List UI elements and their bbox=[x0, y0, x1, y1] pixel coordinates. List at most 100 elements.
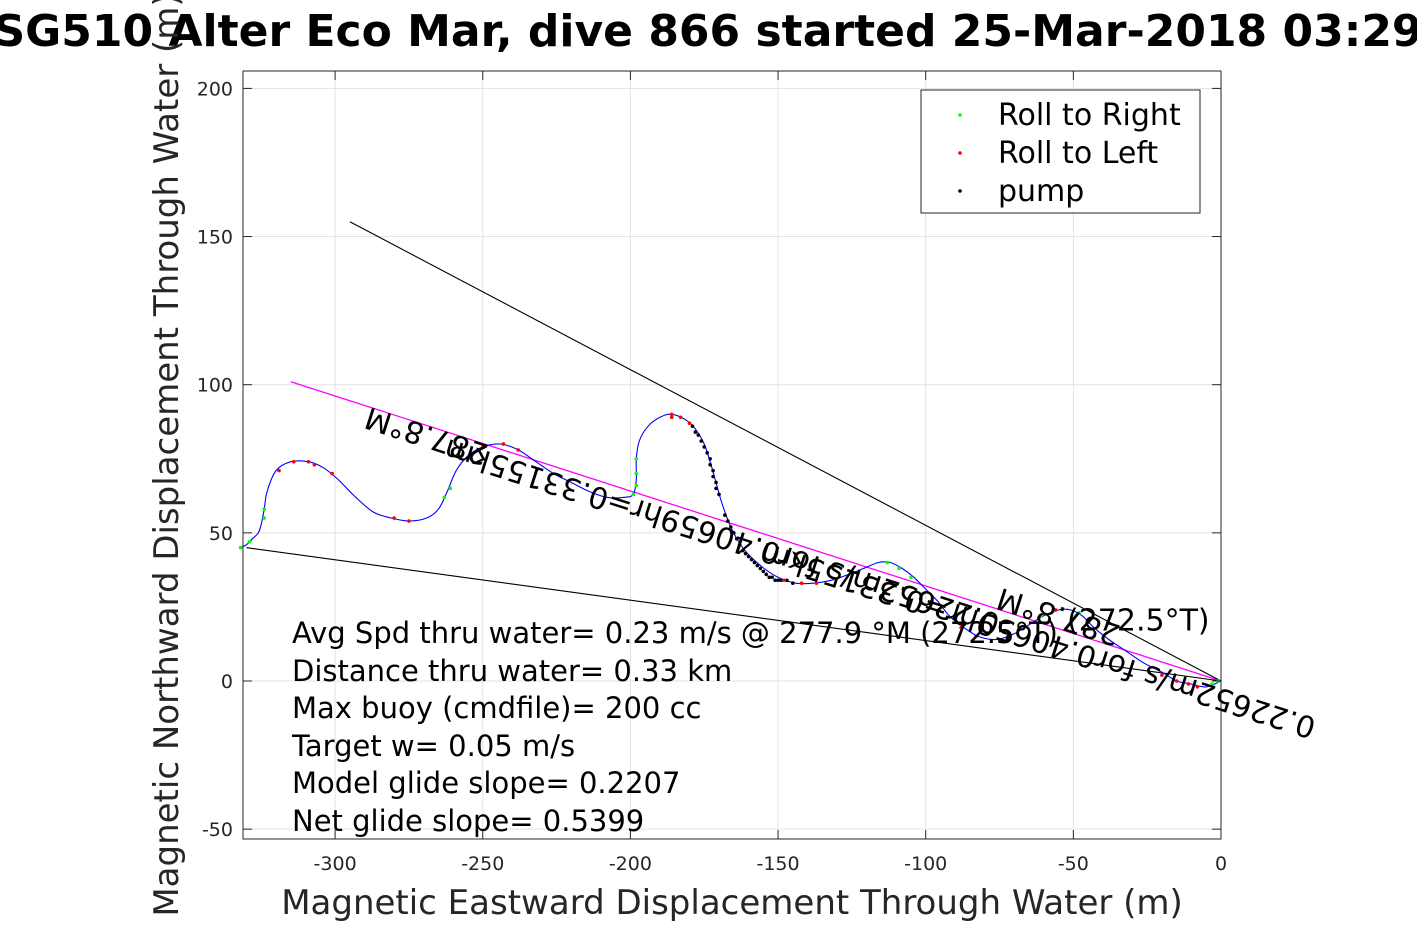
pump-point bbox=[708, 456, 712, 461]
pump-point bbox=[785, 578, 789, 583]
roll-left-point bbox=[501, 442, 506, 446]
roll-right-point bbox=[909, 575, 913, 580]
pump-point bbox=[791, 581, 795, 586]
pump-point bbox=[746, 554, 751, 559]
pump-point bbox=[696, 433, 701, 437]
pump-point bbox=[705, 451, 709, 455]
roll-right-point bbox=[262, 507, 267, 511]
legend-label-pump: pump bbox=[998, 174, 1084, 209]
stat-model-glide-slope: Model glide slope= 0.2207 bbox=[292, 766, 680, 800]
roll-right-point bbox=[631, 492, 636, 497]
pump-point bbox=[764, 572, 769, 577]
pump-point bbox=[731, 531, 736, 535]
y-tick-label: 200 bbox=[197, 78, 233, 100]
y-tick-label: 50 bbox=[209, 523, 233, 545]
roll-right-point bbox=[634, 483, 639, 488]
pump-point bbox=[714, 480, 718, 485]
stat-max-buoy: Max buoy (cmdfile)= 200 cc bbox=[292, 691, 701, 725]
roll-right-point bbox=[247, 539, 252, 544]
roll-right-point bbox=[442, 495, 447, 500]
pump-point bbox=[761, 569, 766, 574]
pump-point bbox=[740, 548, 745, 553]
pump-point bbox=[773, 578, 777, 583]
pump-point bbox=[752, 560, 757, 565]
stat-target-w: Target w= 0.05 m/s bbox=[291, 729, 575, 763]
axis-ticks: -300 -250 -200 -150 -100 -50 0 -50 0 50 100 150 200 bbox=[197, 71, 1227, 875]
roll-left-point bbox=[312, 462, 317, 467]
pump-point bbox=[734, 536, 739, 541]
stat-net-glide-slope: Net glide slope= 0.5399 bbox=[292, 804, 644, 838]
pump-point bbox=[702, 445, 707, 449]
roll-right-point bbox=[1039, 614, 1043, 618]
pump-point bbox=[717, 492, 721, 497]
pump-point bbox=[779, 578, 783, 583]
x-tick-label: -150 bbox=[756, 853, 799, 875]
chart-title: SG510 Alter Eco Mar, dive 866 started 25… bbox=[0, 6, 1417, 57]
roll-left-point bbox=[516, 448, 520, 452]
roll-left-point bbox=[782, 578, 786, 583]
roll-left-point bbox=[1174, 679, 1179, 683]
roll-left-point bbox=[1160, 673, 1164, 677]
roll-right-point bbox=[1210, 682, 1214, 686]
legend-marker-roll-left bbox=[958, 151, 962, 155]
roll-right-point bbox=[1077, 611, 1082, 615]
roll-right-point bbox=[885, 560, 890, 565]
pump-point bbox=[767, 575, 771, 580]
y-tick-label: -50 bbox=[202, 819, 233, 841]
pump-point bbox=[729, 525, 733, 529]
legend-marker-roll-right bbox=[958, 113, 962, 117]
y-axis-label: Magnetic Northward Displacement Through … bbox=[147, 0, 187, 917]
dive-stats: Avg Spd thru water= 0.23 m/s @ 277.9 °M … bbox=[291, 616, 1058, 838]
pump-point bbox=[714, 486, 718, 491]
course-line-magenta bbox=[290, 381, 1222, 682]
x-axis-label: Magnetic Eastward Displacement Through W… bbox=[281, 883, 1183, 923]
pump-point bbox=[726, 519, 730, 523]
roll-left-point bbox=[1053, 608, 1058, 612]
roll-left-point bbox=[480, 445, 485, 449]
roll-left-point bbox=[669, 412, 674, 417]
legend-label-roll-right: Roll to Right bbox=[998, 98, 1181, 133]
y-tick-label: 100 bbox=[197, 375, 233, 397]
pump-point bbox=[723, 513, 727, 517]
roll-right-point bbox=[897, 566, 901, 571]
pump-point bbox=[690, 424, 695, 428]
x-tick-label: 0 bbox=[1215, 853, 1227, 875]
roll-left-point bbox=[330, 471, 334, 476]
axes-frame bbox=[242, 70, 1222, 840]
pump-point bbox=[699, 439, 704, 443]
roll-left-point bbox=[799, 581, 804, 586]
stat-avg-speed: Avg Spd thru water= 0.23 m/s @ 277.9 °M … bbox=[292, 616, 1058, 650]
roll-right-point bbox=[634, 471, 639, 476]
roll-left-point bbox=[407, 519, 411, 523]
roll-left-point bbox=[392, 516, 396, 520]
roll-right-point bbox=[262, 516, 267, 520]
roll-left-point bbox=[959, 625, 963, 630]
x-tick-label: -250 bbox=[461, 853, 504, 875]
roll-left-point bbox=[678, 415, 683, 420]
dive-track bbox=[240, 413, 1222, 688]
x-tick-label: -100 bbox=[904, 853, 947, 875]
course-annotation: (272.5°T) bbox=[1067, 604, 1210, 639]
roll-right-point bbox=[238, 545, 243, 550]
roll-left-point bbox=[1195, 685, 1200, 689]
stat-distance: Distance thru water= 0.33 km bbox=[292, 654, 732, 688]
pump-point bbox=[711, 474, 715, 479]
roll-left-point bbox=[974, 634, 978, 639]
roll-right-point bbox=[634, 456, 639, 461]
legend-label-roll-left: Roll to Left bbox=[998, 136, 1158, 171]
pump-point bbox=[737, 542, 742, 547]
pump-point bbox=[755, 563, 760, 568]
pump-point bbox=[693, 430, 698, 434]
roll-left-point bbox=[814, 581, 819, 586]
roll-left-point bbox=[306, 459, 311, 464]
pump-point bbox=[776, 578, 780, 583]
course-line-lower bbox=[246, 547, 1222, 682]
legend-box bbox=[920, 89, 1201, 214]
track-line bbox=[240, 413, 1222, 688]
roll-left-point bbox=[669, 415, 674, 420]
pump-point bbox=[749, 557, 754, 562]
legend-marker-pump bbox=[958, 189, 962, 193]
y-tick-label: 150 bbox=[197, 227, 233, 249]
pump-point bbox=[708, 462, 712, 467]
